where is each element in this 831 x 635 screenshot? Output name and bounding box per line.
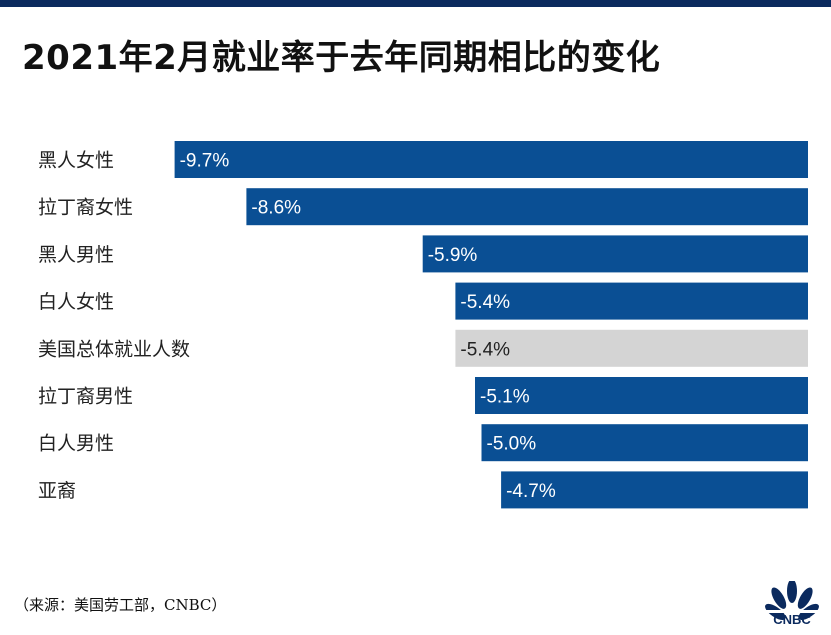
category-label: 美国总体就业人数 <box>38 338 190 360</box>
category-label: 黑人男性 <box>38 244 114 266</box>
value-label: -5.4% <box>460 339 510 360</box>
category-label: 白人男性 <box>38 433 114 455</box>
value-label: -8.6% <box>251 198 301 219</box>
category-label: 白人女性 <box>38 291 114 313</box>
value-label: -9.7% <box>180 151 230 172</box>
bar-chart: 黑人女性 -9.7% 拉丁裔女性 -8.6% 黑人男性 -5.9% 白人女性 -5.4% 美国总… <box>38 141 809 509</box>
category-label: 黑人女性 <box>38 150 114 172</box>
bar <box>174 141 809 178</box>
cnbc-logo-text: CNBC <box>773 612 811 627</box>
bar <box>455 282 808 320</box>
source-note: （来源：美国劳工部，CNBC） <box>14 596 227 614</box>
value-label: -5.1% <box>480 387 530 408</box>
bar <box>481 424 808 462</box>
value-label: -5.4% <box>460 292 510 313</box>
bar <box>501 471 808 509</box>
top-accent-bar <box>0 0 831 7</box>
bar <box>455 329 808 367</box>
bar <box>246 188 808 226</box>
category-label: 拉丁裔男性 <box>38 386 133 408</box>
value-label: -5.0% <box>487 434 537 455</box>
chart-title: 2021年2月就业率于去年同期相比的变化 <box>22 38 661 78</box>
bar <box>475 377 808 414</box>
value-label: -5.9% <box>428 245 478 266</box>
category-label: 拉丁裔女性 <box>38 197 133 219</box>
cnbc-peacock-logo: CNBC <box>764 581 820 627</box>
category-label: 亚裔 <box>38 480 76 502</box>
value-label: -4.7% <box>506 481 556 502</box>
bar <box>422 235 808 273</box>
